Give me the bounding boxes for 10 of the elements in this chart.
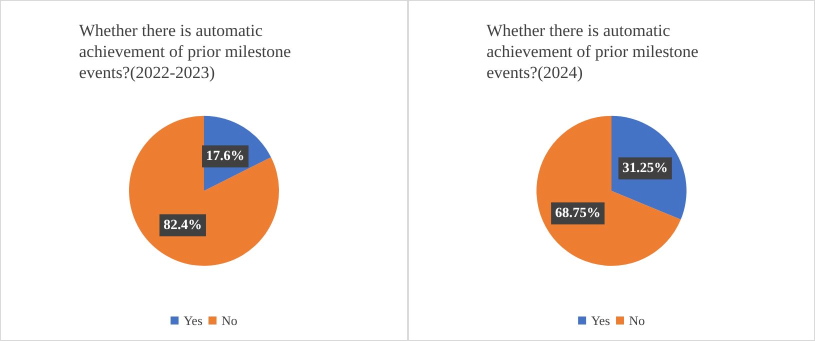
legend-label: Yes <box>591 313 610 328</box>
legend-label: Yes <box>184 313 203 328</box>
legend-label: No <box>222 313 238 328</box>
data-label: 17.6% <box>206 148 245 164</box>
data-label: 68.75% <box>555 206 601 221</box>
chart-title: Whether there is automatic achievement of prior milestone events?(2022-2023) <box>79 21 296 82</box>
legend-label: No <box>629 313 645 328</box>
chart-title: Whether there is automatic achievement of prior milestone events?(2024) <box>486 21 703 82</box>
data-label: 31.25% <box>622 160 668 176</box>
data-label: 82.4% <box>163 218 202 233</box>
